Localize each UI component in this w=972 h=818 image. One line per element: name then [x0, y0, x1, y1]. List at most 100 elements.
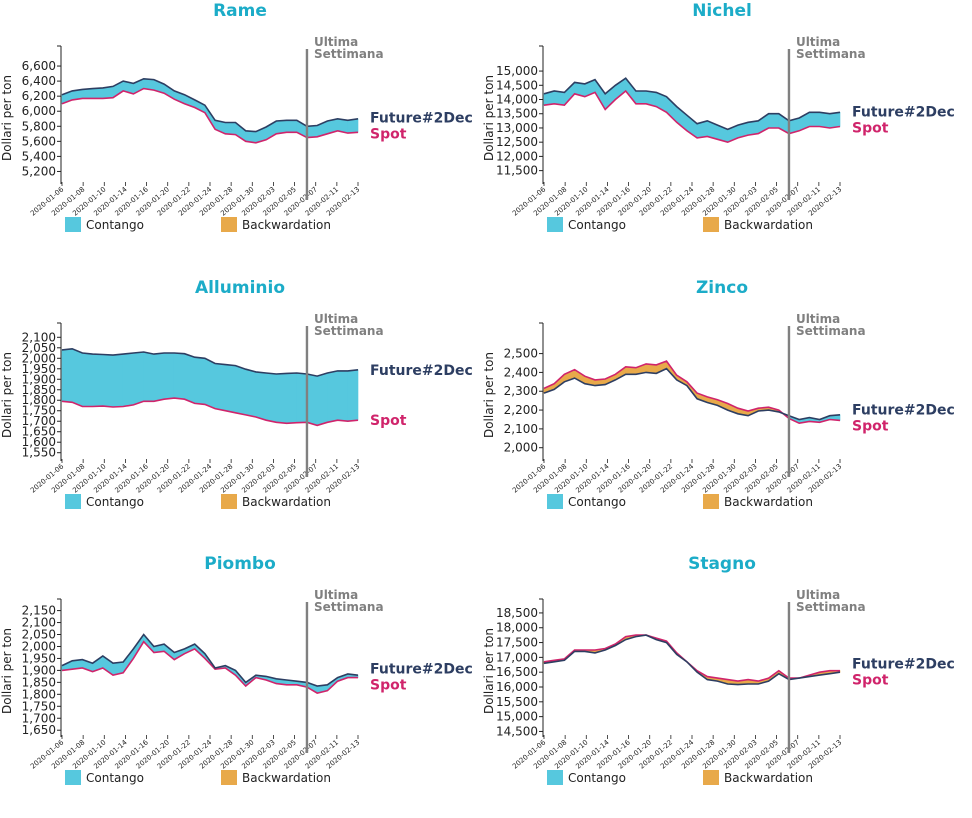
chart-panel-piombo: Piombo 1,650 1,700 1,750 1,800 1,850 1,900 1,95… — [0, 553, 482, 818]
contango-area — [82, 352, 93, 407]
contango-area — [819, 111, 831, 129]
y-tick-label: 2,000 — [22, 351, 56, 365]
y-tick-label: 2,000 — [22, 639, 56, 653]
y-tick-label: 5,600 — [22, 134, 56, 148]
y-tick-label: 1,950 — [22, 362, 56, 376]
y-tick-label: 6,400 — [22, 74, 56, 88]
future-series-label: Future#2Dec — [370, 661, 473, 677]
contango-area — [122, 352, 134, 407]
contango-area — [71, 348, 83, 407]
y-tick-label: 1,900 — [22, 372, 56, 386]
legend-contango-label: Contango — [86, 218, 144, 232]
contango-area — [184, 353, 195, 404]
contango-area — [747, 120, 759, 136]
y-tick-label: 13,000 — [496, 121, 538, 135]
y-axis-label: Dollari per ton — [482, 352, 496, 438]
contango-area — [296, 372, 308, 424]
legend-contango-swatch — [547, 770, 563, 785]
contango-area — [316, 372, 328, 426]
contango-area — [255, 371, 267, 421]
legend-backwardation-label: Backwardation — [724, 771, 813, 785]
chart-title: Alluminio — [195, 278, 285, 298]
contango-area — [112, 353, 124, 408]
spot-line — [61, 640, 358, 694]
chart-title: Rame — [213, 1, 267, 21]
contango-area — [829, 111, 841, 129]
y-tick-label: 1,700 — [22, 414, 56, 428]
chart-panel-stagno: Stagno 14,500 15,000 15,500 16,000 16,500 17,0… — [482, 553, 964, 818]
y-tick-label: 13,500 — [496, 107, 538, 121]
contango-area — [635, 90, 647, 105]
y-tick-label: 6,000 — [22, 104, 56, 118]
legend-backwardation-swatch — [221, 494, 237, 509]
contango-area — [163, 352, 175, 400]
legend-contango-swatch — [65, 217, 81, 232]
future-line — [543, 634, 841, 686]
future-series-label: Future#2Dec — [852, 104, 955, 120]
contango-area — [625, 77, 637, 105]
contango-area — [347, 118, 359, 134]
future-line — [61, 347, 359, 377]
legend-backwardation-swatch — [703, 494, 719, 509]
legend-backwardation-swatch — [221, 217, 237, 232]
contango-area — [265, 372, 277, 423]
contango-area — [564, 81, 575, 106]
legend-contango-label: Contango — [568, 771, 626, 785]
last-week-label-line1: Ultima — [796, 35, 840, 49]
y-axis-label: Dollari per ton — [482, 75, 496, 161]
contango-area — [143, 351, 155, 402]
y-tick-label: 16,500 — [496, 665, 538, 679]
contango-area — [666, 95, 677, 123]
last-week-label-line2: Settimana — [796, 600, 866, 614]
contango-area — [92, 87, 104, 99]
future-line — [61, 77, 359, 133]
y-tick-label: 6,600 — [22, 59, 56, 73]
contango-area — [245, 368, 257, 418]
y-tick-label: 16,000 — [496, 680, 538, 694]
future-series-label: Future#2Dec — [852, 656, 955, 672]
y-tick-label: 2,100 — [22, 616, 56, 630]
legend-backwardation-label: Backwardation — [724, 218, 813, 232]
contango-area — [286, 372, 298, 424]
last-week-label-line2: Settimana — [796, 324, 866, 338]
spot-line — [61, 397, 359, 427]
legend-contango-swatch — [547, 217, 563, 232]
spot-line — [543, 89, 841, 144]
y-tick-label: 1,850 — [22, 383, 56, 397]
contango-area — [133, 351, 144, 406]
spot-series-label: Spot — [852, 120, 889, 136]
legend-backwardation-swatch — [703, 217, 719, 232]
y-tick-label: 14,500 — [496, 724, 538, 738]
y-tick-label: 1,800 — [22, 393, 56, 407]
y-axis-label: Dollari per ton — [482, 628, 496, 714]
contango-area — [306, 125, 318, 138]
chart-title: Nichel — [692, 1, 752, 21]
chart-title: Stagno — [688, 554, 756, 574]
chart-title: Zinco — [696, 278, 748, 298]
y-tick-label: 1,550 — [22, 446, 56, 460]
last-week-label-line1: Ultima — [796, 312, 840, 326]
contango-area — [102, 354, 114, 408]
chart-svg: Zinco 2,000 2,100 2,200 2,300 2,400 2,500 Dolla… — [482, 278, 955, 509]
legend-contango-label: Contango — [568, 495, 626, 509]
contango-area — [225, 122, 236, 135]
y-axis-label: Dollari per ton — [0, 75, 14, 161]
contango-area — [768, 113, 780, 129]
spot-line — [543, 634, 840, 682]
y-tick-label: 11,500 — [496, 164, 538, 178]
chart-svg: Nichel 11,50012,00012,50013,00013,50014,0… — [482, 1, 955, 232]
y-tick-label: 2,150 — [22, 604, 56, 618]
y-tick-label: 2,200 — [504, 403, 538, 417]
legend-backwardation-label: Backwardation — [242, 771, 331, 785]
y-axis-label: Dollari per ton — [0, 352, 14, 438]
contango-area — [286, 119, 298, 133]
spot-line — [543, 360, 841, 425]
y-tick-label: 17,000 — [496, 650, 538, 664]
spot-series-label: Spot — [370, 413, 407, 429]
y-tick-label: 2,400 — [504, 365, 538, 379]
y-tick-label: 2,050 — [22, 341, 56, 355]
spot-series-label: Spot — [370, 127, 407, 143]
chart-panel-zinco: Zinco 2,000 2,100 2,200 2,300 2,400 2,500 Dolla… — [482, 277, 964, 542]
legend-contango-swatch — [65, 770, 81, 785]
future-line — [543, 77, 841, 131]
